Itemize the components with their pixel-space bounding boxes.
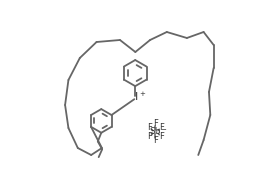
Text: I: I xyxy=(135,92,138,102)
Text: F: F xyxy=(147,123,152,132)
Text: F: F xyxy=(159,132,164,141)
Text: F: F xyxy=(159,123,164,132)
Text: Sb: Sb xyxy=(150,128,161,136)
Text: F: F xyxy=(147,132,152,141)
Text: −: − xyxy=(160,127,166,133)
Text: F: F xyxy=(153,119,158,128)
Text: +: + xyxy=(139,91,145,97)
Text: F: F xyxy=(153,136,158,145)
